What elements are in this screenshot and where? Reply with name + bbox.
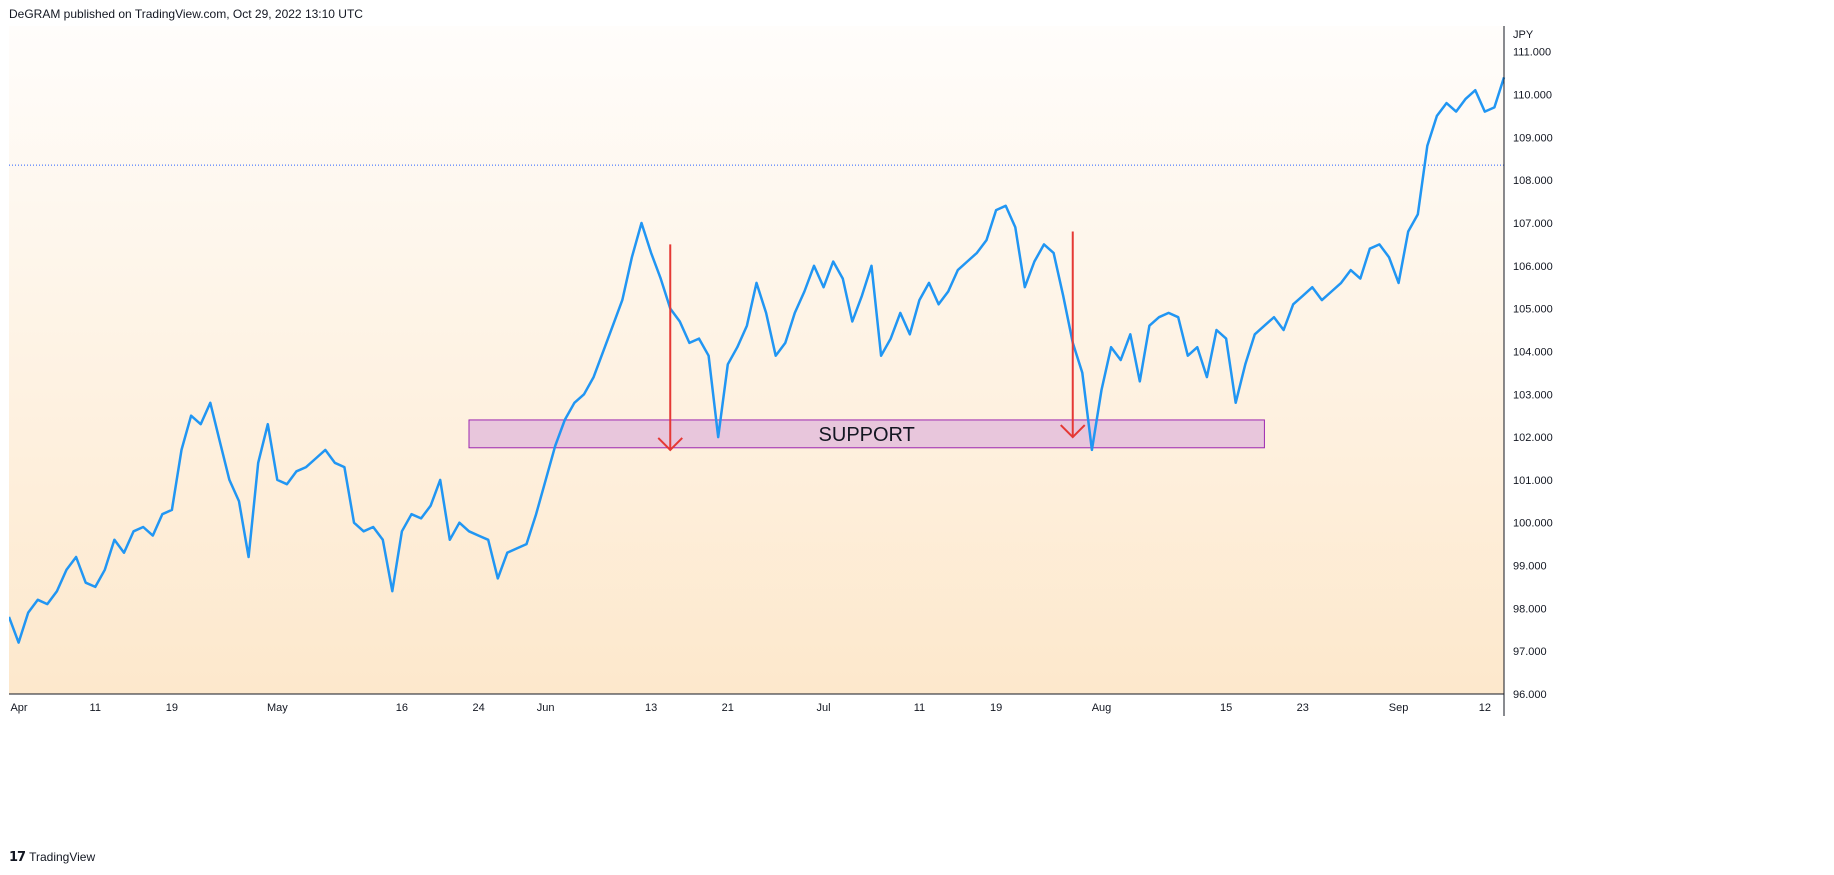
- y-tick-label: 97.000: [1513, 646, 1547, 658]
- x-tick-label: Sep: [1389, 702, 1409, 714]
- time-axis[interactable]: Apr 11 19 May 16 24 Jun 13 21 Jul 11 19 Aug 15 23 Sep 12: [10, 702, 1491, 714]
- publish-caption: DeGRAM published on TradingView.com, Oct…: [9, 7, 363, 21]
- x-tick-label: 21: [722, 702, 734, 714]
- chart-svg[interactable]: SUPPORT JPY 111.000 110.000 109.000 108.000…: [9, 26, 1834, 840]
- y-tick-label: 102.000: [1513, 432, 1553, 444]
- y-tick-label: 99.000: [1513, 561, 1547, 573]
- x-tick-label: 19: [990, 702, 1002, 714]
- x-tick-label: 11: [90, 702, 101, 714]
- x-tick-label: Aug: [1092, 702, 1112, 714]
- currency-label: JPY: [1513, 29, 1534, 41]
- y-tick-label: 107.000: [1513, 218, 1553, 230]
- y-tick-label: 105.000: [1513, 304, 1553, 316]
- x-tick-label: 12: [1479, 702, 1491, 714]
- x-tick-label: 15: [1220, 702, 1232, 714]
- x-tick-label: 23: [1297, 702, 1309, 714]
- y-tick-label: 101.000: [1513, 475, 1553, 487]
- brand-name: TradingView: [29, 850, 96, 864]
- price-series-line[interactable]: [9, 77, 1506, 644]
- y-tick-label: 106.000: [1513, 261, 1553, 273]
- price-axis[interactable]: 111.000 110.000 109.000 108.000 107.000 106.0…: [1513, 47, 1553, 701]
- support-zone[interactable]: [468, 419, 1265, 449]
- x-tick-label: 19: [166, 702, 178, 714]
- x-tick-label: Apr: [10, 702, 27, 714]
- x-tick-label: 11: [914, 702, 925, 714]
- x-tick-label: May: [267, 702, 288, 714]
- support-label: SUPPORT: [819, 424, 915, 446]
- x-tick-label: 13: [645, 702, 657, 714]
- y-tick-label: 109.000: [1513, 132, 1553, 144]
- footer-brand: 𝟭𝟳 TradingView: [9, 849, 95, 865]
- y-tick-label: 98.000: [1513, 603, 1547, 615]
- tradingview-logo-icon: 𝟭𝟳: [9, 849, 26, 864]
- y-tick-label: 108.000: [1513, 175, 1553, 187]
- y-tick-label: 103.000: [1513, 389, 1553, 401]
- price-chart[interactable]: SUPPORT JPY 111.000 110.000 109.000 108.000…: [9, 26, 1834, 840]
- plot-background: [9, 26, 1504, 694]
- down-arrow-2[interactable]: [1060, 231, 1086, 439]
- y-tick-label: 111.000: [1513, 47, 1551, 59]
- x-tick-label: Jul: [817, 702, 831, 714]
- y-tick-label: 110.000: [1513, 90, 1552, 102]
- y-tick-label: 100.000: [1513, 518, 1553, 530]
- down-arrow-1[interactable]: [657, 244, 683, 452]
- x-tick-label: Jun: [537, 702, 555, 714]
- x-tick-label: 16: [396, 702, 408, 714]
- x-tick-label: 24: [472, 702, 484, 714]
- y-tick-label: 96.000: [1513, 689, 1547, 701]
- y-tick-label: 104.000: [1513, 346, 1553, 358]
